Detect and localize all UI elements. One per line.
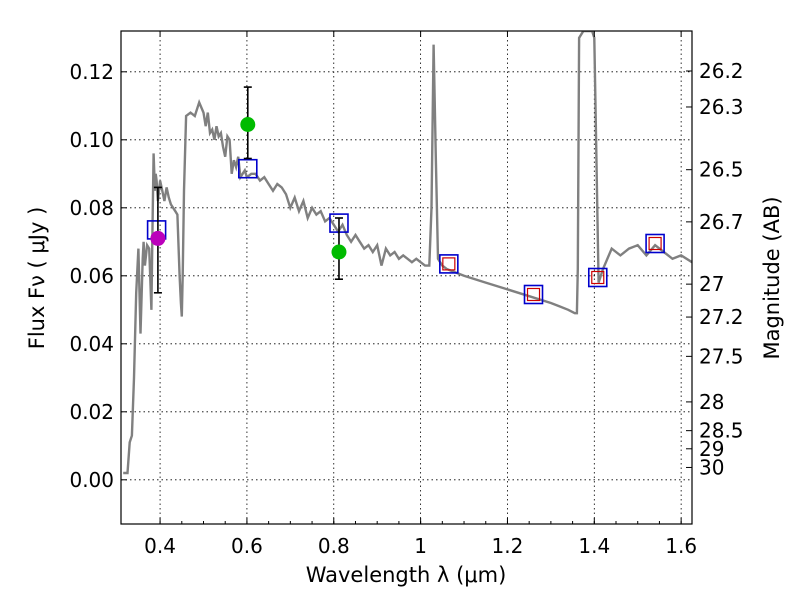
observed-photometry-square [442, 257, 456, 271]
mag-tick-label: 27.2 [699, 305, 744, 329]
y-tick-label: 0.10 [69, 128, 114, 152]
model-photometry-square [523, 284, 544, 305]
observed-flux-point [240, 117, 256, 132]
y-tick-label: 0.06 [69, 264, 114, 288]
y-tick-label: 0.12 [69, 60, 114, 84]
y2-axis-label: Magnitude (AB) [760, 196, 784, 359]
observed-flux-point [331, 244, 347, 260]
observed-flux-blue-point [150, 230, 166, 246]
mag-tick-label: 26.5 [699, 158, 744, 182]
plot-frame [120, 30, 693, 525]
model-photometry-square [237, 158, 258, 179]
x-tick-label: 1 [414, 534, 427, 558]
plot-area [123, 31, 692, 475]
model-sed-line [123, 31, 692, 475]
mag-tick-label: 26.3 [699, 95, 744, 119]
x-tick-label: 0.4 [144, 534, 176, 558]
mag-tick-label: 29 [699, 437, 724, 461]
x-axis-label: Wavelength λ (μm) [306, 563, 507, 587]
x-tick-label: 0.6 [231, 534, 263, 558]
model-photometry-square [645, 233, 665, 254]
observed-photometry-square [526, 287, 541, 302]
y-tick-label: 0.04 [69, 332, 114, 356]
x-tick-label: 1.2 [492, 534, 524, 558]
mag-tick-label: 30 [699, 455, 724, 479]
x-tick-label: 0.8 [318, 534, 350, 558]
mag-tick-label: 27.5 [699, 344, 744, 368]
x-tick-label: 1.6 [665, 534, 697, 558]
model-photometry-square [587, 267, 608, 288]
mag-tick-label: 26.7 [699, 210, 744, 234]
mag-tick-label: 27 [699, 272, 724, 296]
mag-tick-label: 28 [699, 390, 724, 414]
observed-photometry-square [591, 270, 605, 285]
axis-ticks: 0.4 0.6 0.8 1 1.2 1.4 1.6 0.00 0.02 0.04 0.06 0.08 0… [69, 31, 744, 558]
gridlines [121, 31, 692, 524]
x-tick-label: 1.4 [578, 534, 610, 558]
observed-photometry-square [648, 236, 662, 251]
mag-tick-label: 28.5 [699, 419, 744, 443]
y-tick-label: 0.08 [69, 196, 114, 220]
y-axis-label: Flux Fν ( μJy ) [25, 207, 49, 350]
y-tick-label: 0.02 [69, 400, 114, 424]
y-tick-label: 0.00 [69, 468, 114, 492]
mag-tick-label: 26.2 [699, 59, 744, 83]
model-photometry-square [439, 254, 459, 274]
